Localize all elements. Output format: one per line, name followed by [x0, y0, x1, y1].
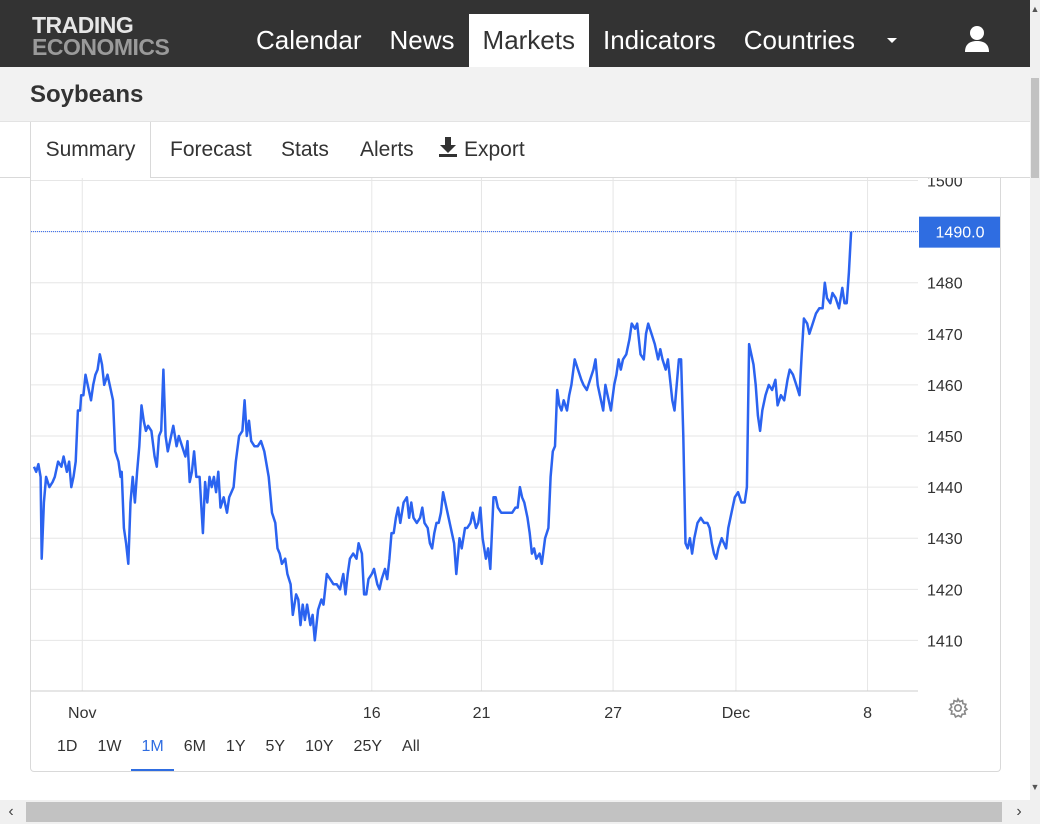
range-5y[interactable]: 5Y: [265, 738, 286, 755]
tab-export-label: Export: [464, 138, 525, 161]
x-tick-label: 8: [863, 705, 872, 722]
y-tick-label: 1410: [927, 633, 963, 650]
scroll-left-icon[interactable]: ‹: [8, 803, 14, 820]
tab-export[interactable]: Export: [438, 122, 525, 178]
download-icon: [438, 124, 458, 157]
gear-icon[interactable]: [947, 697, 969, 719]
page-title: Soybeans: [30, 81, 144, 108]
scroll-right-icon[interactable]: ›: [1016, 803, 1022, 820]
logo-line-1: TRADING: [32, 12, 134, 38]
range-10y[interactable]: 10Y: [305, 738, 334, 755]
user-icon[interactable]: [960, 24, 994, 54]
x-tick-label: 27: [604, 705, 622, 722]
content-tabs: Summary Forecast Stats Alerts Export: [0, 122, 1030, 179]
range-1d[interactable]: 1D: [57, 738, 78, 755]
horizontal-scrollbar-thumb[interactable]: [26, 802, 1002, 822]
range-25y[interactable]: 25Y: [353, 738, 383, 755]
nav-markets[interactable]: Markets: [468, 14, 589, 67]
price-chart[interactable]: Nov 16 21 27 Dec 8 1410 1420 1430 1440 1450 1460 147…: [30, 178, 1001, 772]
price-series-line: [32, 231, 853, 642]
range-6m[interactable]: 6M: [183, 738, 206, 755]
nav-indicators[interactable]: Indicators: [603, 25, 716, 55]
scroll-up-icon[interactable]: ▲: [1030, 4, 1040, 14]
chart-svg[interactable]: Nov 16 21 27 Dec 8 1410 1420 1430 1440 1450 1460 147…: [31, 178, 1001, 772]
y-tick-label: 1420: [927, 582, 963, 599]
vertical-scrollbar-thumb[interactable]: [1031, 78, 1039, 178]
y-tick-label: 1460: [927, 378, 963, 395]
range-selector: 1D 1W 1M 6M 1Y 5Y 10Y 25Y All: [47, 730, 430, 771]
vertical-scrollbar[interactable]: ▲ ▼: [1030, 0, 1040, 800]
y-tick-label: 1480: [927, 276, 963, 293]
x-tick-label: 21: [473, 705, 491, 722]
y-tick-label: 1450: [927, 429, 963, 446]
y-tick-label: 1500: [927, 178, 963, 191]
range-1w[interactable]: 1W: [97, 738, 122, 755]
tab-summary[interactable]: Summary: [30, 122, 151, 179]
tab-alerts[interactable]: Alerts: [360, 138, 414, 161]
range-1m[interactable]: 1M: [131, 730, 174, 771]
y-tick-label: 1430: [927, 531, 963, 548]
range-1y[interactable]: 1Y: [225, 738, 246, 755]
nav-calendar[interactable]: Calendar: [256, 25, 362, 55]
caret-down-icon[interactable]: [880, 28, 904, 52]
scroll-down-icon[interactable]: ▼: [1030, 782, 1040, 792]
x-tick-label: Nov: [68, 705, 96, 722]
scrollbar-corner: [1030, 800, 1040, 824]
main-nav: Calendar News Markets Indicators Countri…: [242, 14, 869, 67]
page-title-bar: Soybeans: [0, 67, 1030, 122]
x-tick-label: 16: [363, 705, 381, 722]
range-all[interactable]: All: [402, 738, 420, 755]
y-tick-label: 1470: [927, 327, 963, 344]
horizontal-scrollbar[interactable]: ‹ ›: [0, 800, 1040, 824]
top-navigation-bar: TRADING ECONOMICS Calendar News Markets …: [0, 0, 1030, 67]
logo-line-2: ECONOMICS: [32, 34, 170, 60]
nav-news[interactable]: News: [389, 25, 455, 55]
nav-countries[interactable]: Countries: [743, 25, 856, 55]
tab-forecast[interactable]: Forecast: [170, 138, 252, 161]
x-tick-label: Dec: [722, 705, 750, 722]
last-value-label: 1490.0: [936, 225, 985, 242]
last-value-badge: [919, 216, 1000, 248]
trading-economics-logo[interactable]: TRADING ECONOMICS: [32, 12, 207, 60]
tab-stats[interactable]: Stats: [281, 138, 329, 161]
y-tick-label: 1440: [927, 480, 963, 497]
